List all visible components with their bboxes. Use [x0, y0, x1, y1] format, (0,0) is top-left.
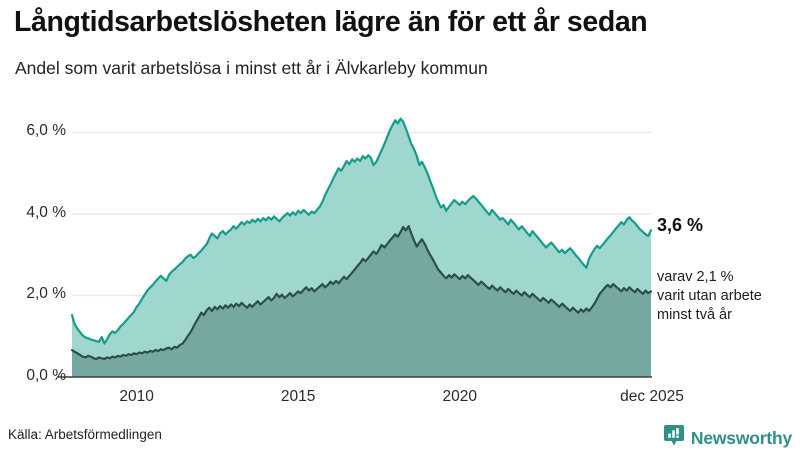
y-tick-label: 6,0 %	[26, 122, 66, 140]
end-value-label-twoyear: varav 2,1 % varit utan arbete minst två …	[657, 268, 762, 325]
x-tick-label: 2020	[442, 388, 477, 405]
x-tick-label: dec 2025	[620, 388, 684, 405]
series-layer	[70, 117, 653, 377]
end-value-label-twoyear-line2: varit utan arbete	[657, 288, 762, 305]
series-line	[70, 225, 653, 361]
y-tick-label: 2,0 %	[26, 285, 66, 303]
series-line	[70, 117, 653, 345]
x-tick-label: 2015	[280, 388, 316, 405]
brand-name: Newsworthy	[690, 428, 792, 448]
chart-subtitle: Andel som varit arbetslösa i minst ett å…	[15, 58, 488, 78]
y-tick-label: 4,0 %	[26, 203, 66, 221]
brand-logo: Newsworthy	[663, 424, 792, 453]
end-value-label-total: 3,6 %	[657, 215, 704, 235]
x-tick-label: 2010	[119, 388, 154, 405]
y-tick-label: 0,0 %	[26, 367, 66, 384]
bar-chart-pin-icon-svg	[663, 425, 684, 446]
source-note: Källa: Arbetsförmedlingen	[8, 427, 162, 442]
end-value-label-twoyear-line1: varav 2,1 %	[657, 269, 734, 285]
page-title: Långtidsarbetslösheten lägre än för ett …	[14, 6, 648, 38]
end-value-label-twoyear-line3: minst två år	[657, 307, 732, 324]
series-area	[72, 226, 652, 377]
bar-chart-pin-icon	[663, 424, 685, 453]
